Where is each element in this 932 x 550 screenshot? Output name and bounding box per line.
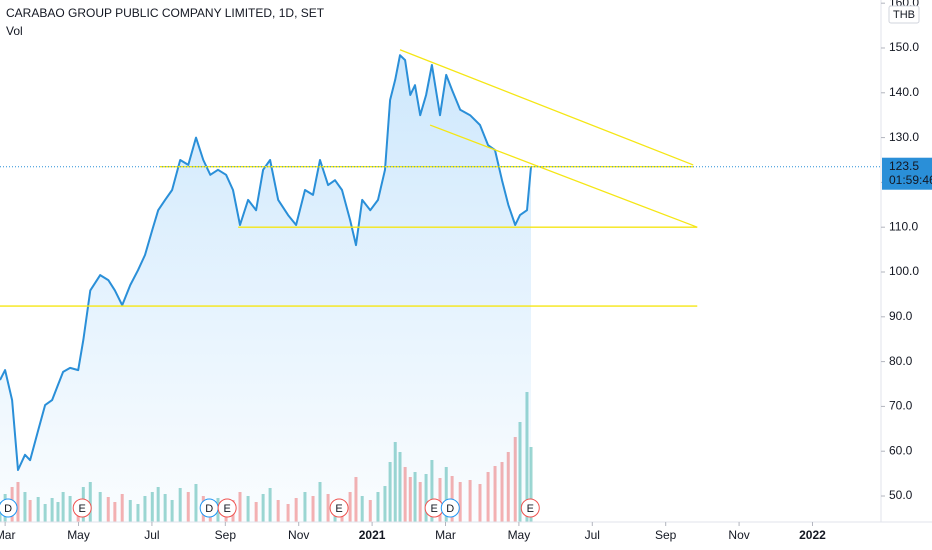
currency: THB [893, 9, 915, 21]
volume-bar [529, 447, 533, 522]
event-label: D [205, 503, 213, 515]
y-tick-label: 70.0 [889, 399, 913, 413]
event-marker [72, 498, 92, 518]
x-tick-label: Jul [144, 528, 159, 542]
last-price-box [882, 157, 932, 190]
event-label: E [223, 503, 230, 515]
x-tick-label: May [508, 528, 531, 542]
price-area [0, 55, 531, 522]
event-label: E [430, 503, 437, 515]
trend-line [429, 124, 698, 228]
x-tick-label: Mar [0, 528, 15, 542]
x-tick-label: Sep [215, 528, 237, 542]
event-label: E [335, 503, 342, 515]
x-tick-label: Nov [288, 528, 309, 542]
x-tick-label: Nov [728, 528, 749, 542]
event-label: D [446, 503, 454, 515]
event-label: D [4, 503, 12, 515]
event-marker [0, 498, 18, 518]
y-tick-label: 50.0 [889, 488, 913, 502]
chart-title: CARABAO GROUP PUBLIC COMPANY LIMITED, 1D… [6, 6, 325, 20]
event-label: E [79, 503, 86, 515]
currency-box[interactable] [888, 5, 920, 24]
x-tick-label: Sep [655, 528, 677, 542]
y-tick-label: 90.0 [889, 309, 913, 323]
y-tick-label: 80.0 [889, 354, 913, 368]
x-tick-label: Jul [585, 528, 600, 542]
x-tick-label: 2022 [799, 528, 826, 542]
trend-line [399, 49, 694, 166]
last-price: 123.5 [889, 159, 919, 173]
price-line [0, 54, 532, 471]
volume-legend: Vol [6, 24, 23, 38]
x-tick-label: 2021 [359, 528, 386, 542]
event-label: E [527, 503, 534, 515]
event-marker [440, 498, 460, 518]
event-marker [217, 498, 237, 518]
y-tick-label: 60.0 [889, 443, 913, 457]
y-tick-label: 110.0 [889, 219, 918, 233]
y-tick-label: 160.0 [889, 0, 919, 9]
y-tick-label: 100.0 [889, 264, 919, 278]
y-tick-label: 130.0 [889, 130, 919, 144]
x-tick-label: Mar [435, 528, 456, 542]
y-tick-label: 140.0 [889, 85, 919, 99]
event-marker [329, 498, 349, 518]
x-tick-label: May [67, 528, 90, 542]
event-marker [520, 498, 540, 518]
countdown: 01:59:46 [889, 173, 932, 187]
y-tick-label: 150.0 [889, 40, 919, 54]
